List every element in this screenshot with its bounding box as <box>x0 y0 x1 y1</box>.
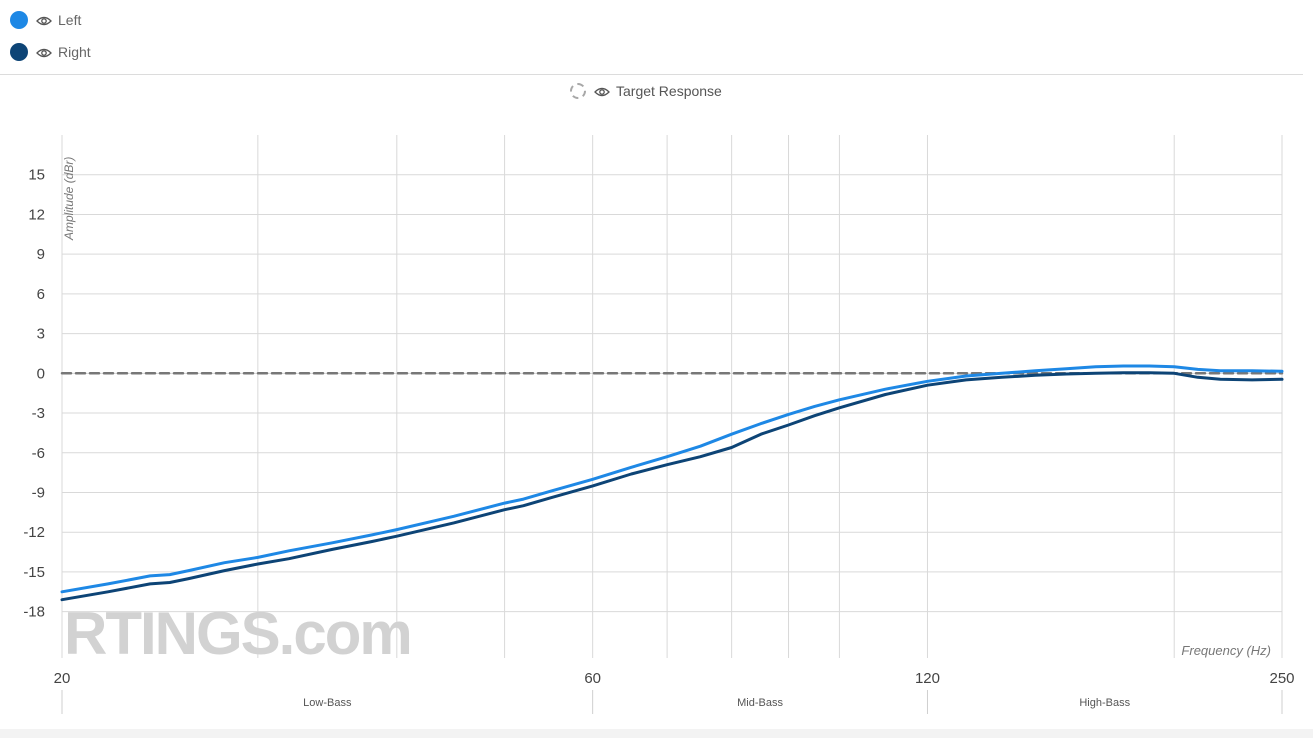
y-tick-label: -6 <box>32 445 45 462</box>
x-tick-label: 60 <box>584 670 601 687</box>
series-line-right <box>60 371 1284 602</box>
eye-icon[interactable] <box>594 85 610 97</box>
x-tick-label: 120 <box>915 670 940 687</box>
legend-item-target-response[interactable]: Target Response <box>570 81 722 101</box>
legend-label-right: Right <box>58 44 91 60</box>
y-tick-label: -18 <box>23 604 45 621</box>
bottom-band <box>0 729 1313 738</box>
y-tick-labels: 15 12 9 6 3 0 -3 -6 -9 -12 -15 -18 <box>23 167 45 621</box>
y-tick-label: 12 <box>28 206 45 223</box>
legend-item-right[interactable]: Right <box>10 42 91 62</box>
series-group <box>60 364 1284 602</box>
y-tick-label: 15 <box>28 167 45 184</box>
x-axis-label: Frequency (Hz) <box>1181 643 1271 658</box>
legend-label-target-response: Target Response <box>616 83 722 99</box>
y-tick-label: -3 <box>32 405 45 422</box>
right-series-swatch <box>10 43 28 61</box>
x-tick-label: 250 <box>1269 670 1294 687</box>
frequency-bands: Low-Bass Mid-Bass High-Bass <box>61 690 1283 714</box>
eye-icon[interactable] <box>36 14 52 26</box>
band-label: Mid-Bass <box>737 697 783 709</box>
x-tick-label: 20 <box>54 670 71 687</box>
legend-item-left[interactable]: Left <box>10 10 81 30</box>
y-tick-label: -9 <box>32 484 45 501</box>
y-axis-label: Amplitude (dBr) <box>62 157 76 241</box>
x-tick-labels: 20 60 120 250 <box>54 670 1295 687</box>
y-tick-label: 6 <box>37 286 45 303</box>
y-tick-label: 9 <box>37 246 45 263</box>
left-series-swatch <box>10 11 28 29</box>
legend-label-left: Left <box>58 12 82 28</box>
grid <box>61 135 1283 658</box>
watermark: RTINGS.com <box>64 600 411 667</box>
y-tick-label: 3 <box>37 326 45 343</box>
eye-icon[interactable] <box>36 46 52 58</box>
legend-divider <box>0 74 1303 75</box>
series-line-left <box>60 364 1284 594</box>
y-tick-label: -12 <box>23 524 45 541</box>
y-tick-label: 0 <box>37 365 45 382</box>
y-tick-label: -15 <box>23 564 45 581</box>
band-label: High-Bass <box>1079 697 1130 709</box>
band-label: Low-Bass <box>303 697 352 709</box>
target-response-swatch <box>570 83 586 99</box>
